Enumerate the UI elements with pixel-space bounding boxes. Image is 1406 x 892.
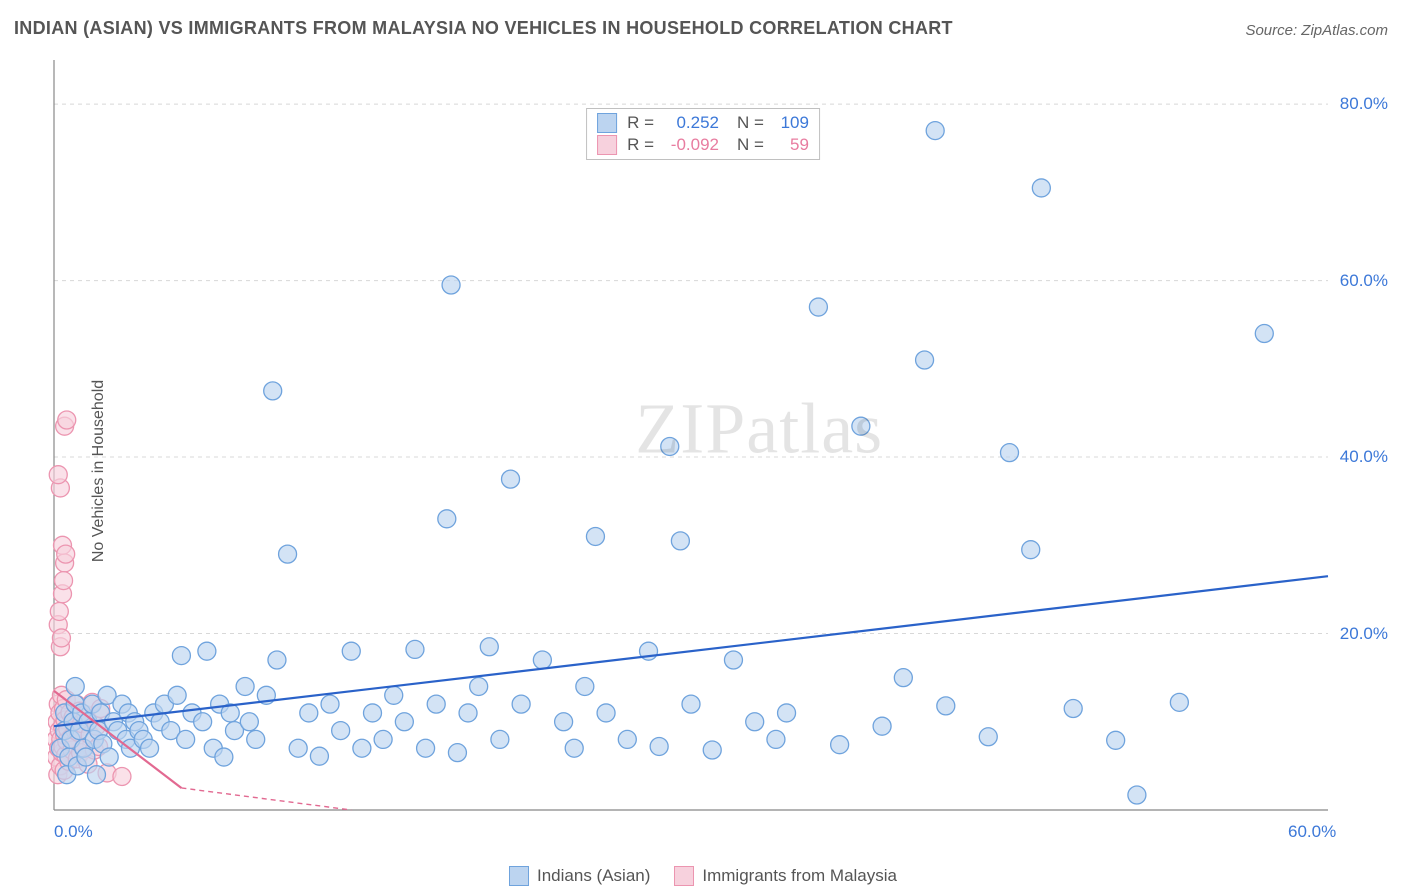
legend-item-blue: Indians (Asian) (509, 866, 650, 886)
source-label: Source: ZipAtlas.com (1245, 22, 1388, 39)
swatch-icon (509, 866, 529, 886)
r-value-pink: -0.092 (664, 135, 719, 155)
series-legend: Indians (Asian) Immigrants from Malaysia (509, 866, 897, 886)
y-tick-label: 20.0% (1340, 624, 1388, 644)
r-value-blue: 0.252 (664, 113, 719, 133)
chart-container: No Vehicles in Household ZIPatlas R = 0.… (0, 50, 1406, 892)
n-label: N = (737, 135, 764, 155)
n-value-pink: 59 (774, 135, 809, 155)
y-tick-label: 40.0% (1340, 447, 1388, 467)
legend-item-pink: Immigrants from Malaysia (674, 866, 897, 886)
y-tick-label: 80.0% (1340, 94, 1388, 114)
legend-row-blue: R = 0.252 N = 109 (597, 112, 809, 134)
legend-label: Immigrants from Malaysia (702, 866, 897, 886)
swatch-icon (674, 866, 694, 886)
legend-row-pink: R = -0.092 N = 59 (597, 134, 809, 156)
x-tick-label: 0.0% (54, 822, 93, 842)
r-label: R = (627, 135, 654, 155)
chart-title: INDIAN (ASIAN) VS IMMIGRANTS FROM MALAYS… (14, 18, 953, 39)
n-label: N = (737, 113, 764, 133)
scatter-plot (48, 50, 1388, 850)
n-value-blue: 109 (774, 113, 809, 133)
y-tick-label: 60.0% (1340, 271, 1388, 291)
correlation-legend: R = 0.252 N = 109 R = -0.092 N = 59 (586, 108, 820, 160)
swatch-blue (597, 113, 617, 133)
legend-label: Indians (Asian) (537, 866, 650, 886)
x-tick-label: 60.0% (1288, 822, 1336, 842)
swatch-pink (597, 135, 617, 155)
r-label: R = (627, 113, 654, 133)
